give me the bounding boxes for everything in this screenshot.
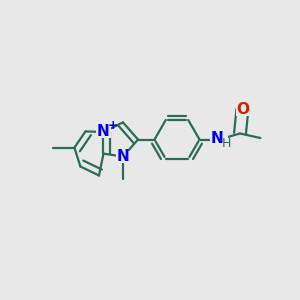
Text: N: N <box>211 131 224 146</box>
Text: N: N <box>117 149 129 164</box>
Text: H: H <box>221 136 231 150</box>
Text: O: O <box>236 102 249 117</box>
Bar <box>236 103 249 116</box>
Text: N: N <box>97 124 110 140</box>
Text: +: + <box>107 119 118 132</box>
Bar <box>210 133 228 146</box>
Bar <box>96 126 111 138</box>
Bar <box>116 151 130 163</box>
